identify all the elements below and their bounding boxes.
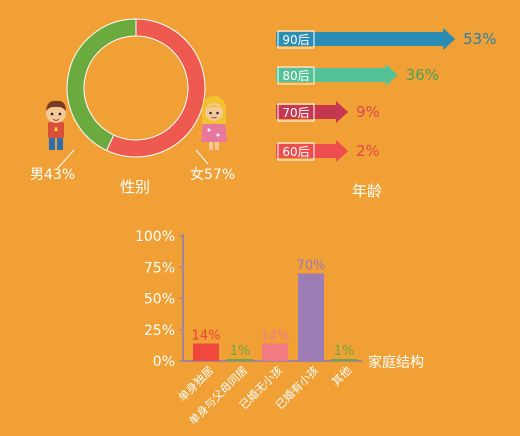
- age-category-label-0: 90后: [282, 33, 309, 47]
- age-value-label-0: 53%: [463, 30, 496, 48]
- family-axis-title: 家庭结构: [368, 355, 424, 371]
- family-category-label-4: 其他: [329, 364, 354, 389]
- y-tick-label-4: 100%: [135, 229, 175, 245]
- y-tick-label-3: 75%: [144, 260, 175, 276]
- male-leader-line: [57, 149, 75, 169]
- family-value-label-2: 14%: [261, 329, 290, 344]
- y-tick-label-1: 25%: [144, 323, 175, 339]
- age-value-label-2: 9%: [356, 103, 380, 121]
- family-value-label-1: 1%: [230, 344, 251, 359]
- age-bar-1: [276, 64, 398, 86]
- age-bar-chart: 90后 53% 80后 36% 70后 9% 60后 2%: [276, 28, 496, 162]
- family-bar-2: [262, 343, 288, 361]
- family-value-label-3: 70%: [297, 259, 326, 274]
- gender-title: 性别: [120, 178, 151, 196]
- family-value-label-0: 14%: [192, 329, 221, 344]
- girl-icon: [201, 96, 227, 150]
- male-percentage-label: 男43%: [30, 167, 76, 183]
- age-value-label-1: 36%: [406, 66, 439, 84]
- family-bar-3: [298, 273, 324, 361]
- family-bar-4: [331, 359, 357, 361]
- age-bar-0: [276, 28, 456, 50]
- family-value-label-4: 1%: [334, 344, 355, 359]
- family-bar-0: [193, 343, 219, 361]
- y-tick-label-2: 50%: [144, 292, 175, 308]
- age-bar-2: [276, 101, 348, 123]
- female-leader-line: [195, 149, 209, 165]
- age-category-label-2: 70后: [282, 106, 309, 120]
- family-category-label-1: 单身与父母同居: [186, 363, 250, 427]
- age-category-box-3: [277, 142, 315, 161]
- age-bar-3: [276, 140, 348, 162]
- age-category-label-3: 60后: [282, 145, 309, 159]
- age-category-box-0: [277, 30, 315, 49]
- age-category-box-2: [277, 103, 315, 122]
- gender-donut-chart: [46, 18, 227, 169]
- boy-icon: [46, 100, 66, 150]
- age-category-box-1: [277, 66, 315, 85]
- female-percentage-label: 女57%: [190, 167, 236, 183]
- age-value-label-3: 2%: [356, 142, 380, 160]
- y-tick-label-0: 0%: [153, 354, 175, 370]
- age-title: 年龄: [352, 182, 383, 200]
- family-bar-1: [227, 359, 253, 361]
- donut-slice-female: [105, 18, 206, 158]
- age-category-label-1: 80后: [282, 69, 309, 83]
